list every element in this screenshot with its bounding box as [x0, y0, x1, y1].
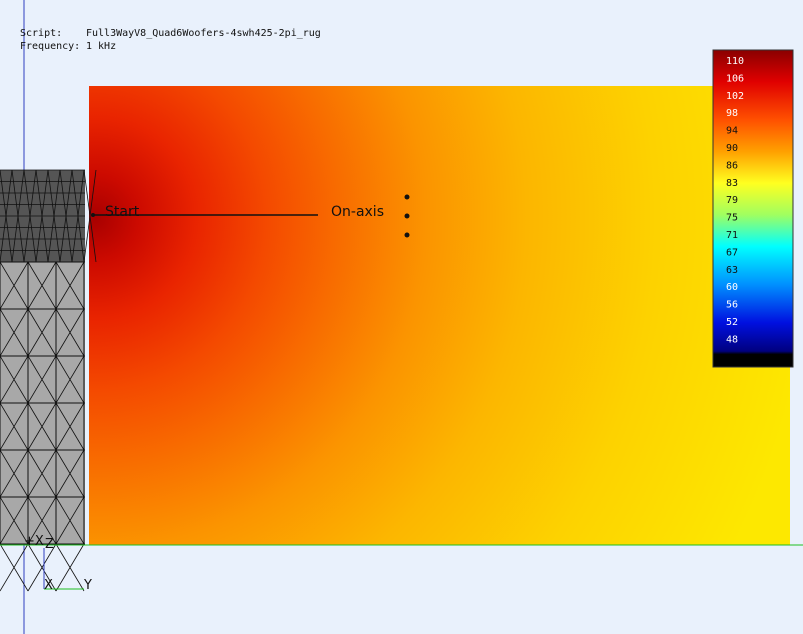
- mesh-edge: [55, 402, 85, 451]
- mesh-edge: [71, 169, 85, 263]
- colorbar: [712, 49, 794, 368]
- script-value: Full3WayV8_Quad6Woofers-4swh425-2pi_rug: [86, 28, 321, 39]
- probe-point: [404, 232, 410, 238]
- start-point: [91, 213, 95, 217]
- mesh-edge: [35, 169, 49, 263]
- mesh-edge: [27, 355, 57, 404]
- mesh-edge: [27, 261, 57, 310]
- probe-point: [404, 213, 410, 219]
- mesh-edge: [0, 261, 29, 310]
- mesh-edge: [27, 402, 57, 451]
- mesh-edge: [23, 169, 37, 263]
- mesh-edge: [11, 169, 25, 263]
- colorbar-tick-label: 79: [726, 195, 738, 206]
- y-label: Y: [83, 578, 92, 593]
- mesh-edge: [83, 169, 97, 263]
- colorbar-tick-label: 98: [726, 108, 738, 119]
- plus-x-label: +X: [24, 534, 44, 549]
- mesh-edge: [55, 496, 85, 545]
- colorbar-tick-label: 48: [726, 334, 738, 345]
- frequency-value: 1 kHz: [86, 41, 116, 52]
- mesh-edge: [27, 449, 57, 498]
- colorbar-tick-label: 83: [726, 178, 738, 189]
- mesh-lines: [0, 169, 97, 592]
- mesh-edge: [55, 449, 85, 498]
- start-label: Start: [105, 204, 140, 220]
- colorbar-tick-label: 67: [726, 247, 738, 258]
- colorbar-ticks: 110 106 102 98 94 90 86 83 79 75 71 67 63 60 56 52 48: [726, 56, 744, 345]
- z-label: Z: [45, 537, 54, 552]
- colorbar-tick-label: 75: [726, 213, 738, 224]
- mesh-edge: [0, 543, 29, 592]
- script-label: Script:: [20, 28, 62, 39]
- mesh-edge: [0, 355, 29, 404]
- colorbar-tick-label: 71: [726, 230, 738, 241]
- mesh-edge: [27, 308, 57, 357]
- colorbar-tick-label: 60: [726, 282, 738, 293]
- colorbar-tick-label: 56: [726, 300, 738, 311]
- mesh-edge: [55, 261, 85, 310]
- probe-point: [404, 194, 410, 200]
- mesh-edge: [47, 169, 61, 263]
- frequency-label: Frequency:: [20, 41, 80, 52]
- mesh-edge: [55, 308, 85, 357]
- pressure-field: [89, 86, 790, 545]
- mesh-edge: [0, 308, 29, 357]
- mesh-edge: [27, 543, 57, 592]
- colorbar-tick-label: 110: [726, 56, 744, 67]
- colorbar-tick-label: 52: [726, 317, 738, 328]
- mesh-edge: [59, 169, 73, 263]
- colorbar-tick-label: 63: [726, 265, 738, 276]
- colorbar-tick-label: 106: [726, 73, 744, 84]
- mesh-edge: [0, 402, 29, 451]
- colorbar-tick-label: 94: [726, 126, 738, 137]
- mesh-edge: [27, 496, 57, 545]
- colorbar-tick-label: 86: [726, 160, 738, 171]
- colorbar-tick-label: 90: [726, 143, 738, 154]
- mesh-edge: [55, 355, 85, 404]
- mesh-edge: [0, 449, 29, 498]
- mesh-edge: [0, 496, 29, 545]
- on-axis-label: On-axis: [331, 204, 384, 220]
- mesh-edge: [55, 543, 85, 592]
- colorbar-tick-label: 102: [726, 91, 744, 102]
- x-label: X: [44, 578, 53, 593]
- mesh-edge: [0, 169, 13, 263]
